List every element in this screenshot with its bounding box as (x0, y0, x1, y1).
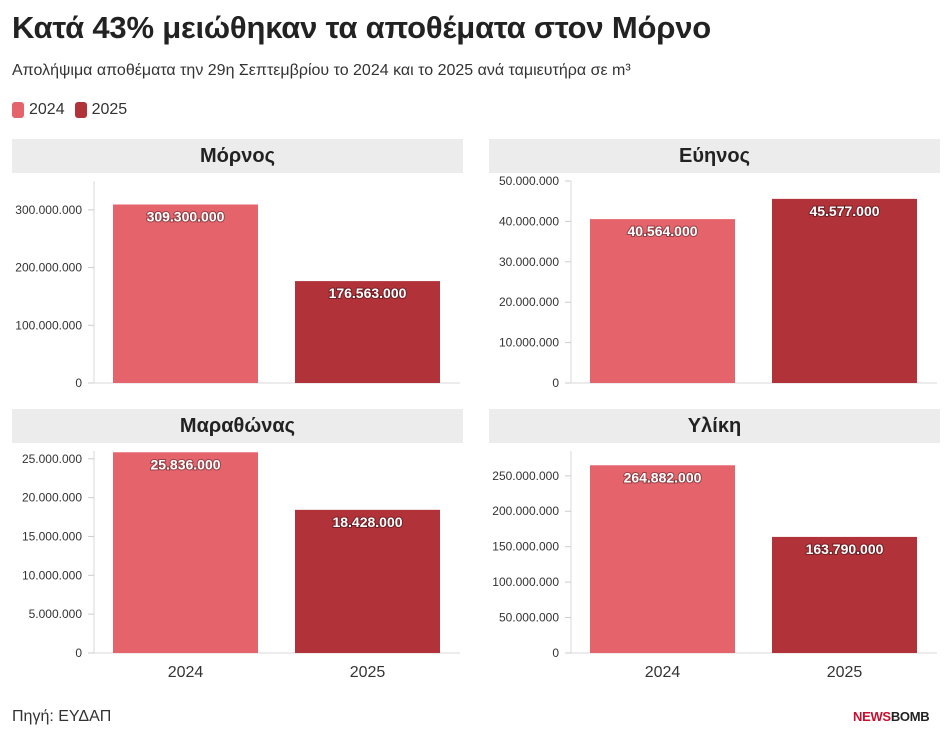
chart-title: Κατά 43% μειώθηκαν τα αποθέματα στον Μόρ… (12, 10, 711, 45)
panel-title-yliki: Υλίκη (489, 409, 940, 443)
legend-item-2025: 2025 (74, 101, 128, 119)
bar-mornos-2025 (295, 281, 440, 383)
y-tick-label-evinos-1: 10.000.000 (499, 336, 559, 350)
y-tick-label-marathonas-4: 20.000.000 (22, 491, 82, 505)
y-tick-label-yliki-3: 150.000.000 (492, 540, 559, 554)
y-tick-label-yliki-4: 200.000.000 (492, 504, 559, 518)
chart-subtitle: Απολήψιμα αποθέματα την 29η Σεπτεμβρίου … (12, 62, 631, 79)
y-tick-label-yliki-2: 100.000.000 (492, 575, 559, 589)
legend-swatch-2025 (74, 102, 87, 118)
chart-evinos: 0 10.000.000 20.000.000 30.000.000 40.000.00… (499, 174, 937, 390)
y-tick-label-marathonas-0: 0 (75, 646, 82, 660)
bar-value-label-yliki-2025: 163.790.000 (806, 541, 884, 557)
panel-title-evinos: Εύηνος (489, 139, 940, 173)
panel-yliki: Υλίκη 0 50.000.000 100.000.000 150.000.000 2… (489, 409, 940, 699)
chart-yliki: 0 50.000.000 100.000.000 150.000.000 200.000… (492, 451, 937, 681)
chart-mornos: 0 100.000.000 200.000.000 300.000.000 309.30… (15, 181, 460, 390)
bar-value-label-mornos-2024: 309.300.000 (147, 208, 225, 224)
y-tick-label-evinos-2: 20.000.000 (499, 295, 559, 309)
y-tick-label-evinos-0: 0 (552, 376, 559, 390)
x-tick-label-marathonas-2024: 2024 (168, 664, 204, 681)
bar-value-label-mornos-2025: 176.563.000 (329, 285, 407, 301)
x-tick-label-yliki-2024: 2024 (645, 664, 681, 681)
y-tick-label-mornos-3: 300.000.000 (15, 203, 82, 217)
legend-item-2024: 2024 (12, 101, 65, 119)
chart-marathonas: 0 5.000.000 10.000.000 15.000.000 20.000.000… (22, 451, 460, 681)
y-tick-label-evinos-5: 50.000.000 (499, 174, 559, 188)
bar-marathonas-2025 (295, 509, 440, 653)
y-tick-label-yliki-5: 250.000.000 (492, 469, 559, 483)
y-tick-label-marathonas-5: 25.000.000 (22, 452, 82, 466)
panel-mornos: Μόρνος 0 100.000.000 200.000.000 300.000.00… (12, 139, 463, 399)
panel-marathonas: Μαραθώνας 0 5.000.000 10.000.000 15.000.000… (12, 409, 463, 699)
bar-marathonas-2024 (113, 452, 258, 653)
bar-mornos-2024 (113, 204, 258, 383)
logo-part-news: NEWS (853, 709, 891, 724)
legend: 2024 2025 (12, 101, 137, 119)
y-tick-label-mornos-0: 0 (75, 376, 82, 390)
y-tick-label-marathonas-2: 10.000.000 (22, 568, 82, 582)
newsbomb-logo: NEWSBOMB (853, 709, 930, 724)
bar-evinos-2024 (590, 219, 735, 383)
legend-label-2024: 2024 (29, 101, 65, 118)
bar-value-label-evinos-2024: 40.564.000 (627, 223, 697, 239)
legend-swatch-2024 (12, 102, 24, 118)
legend-label-2025: 2025 (91, 101, 128, 118)
y-tick-label-mornos-1: 100.000.000 (15, 318, 82, 332)
y-tick-label-evinos-3: 30.000.000 (499, 255, 559, 269)
x-tick-label-marathonas-2025: 2025 (350, 664, 386, 681)
y-tick-label-evinos-4: 40.000.000 (499, 214, 559, 228)
bar-value-label-marathonas-2024: 25.836.000 (150, 456, 220, 472)
y-tick-label-marathonas-1: 5.000.000 (29, 607, 83, 621)
y-tick-label-yliki-1: 50.000.000 (499, 611, 559, 625)
bar-evinos-2025 (772, 198, 917, 383)
bar-yliki-2024 (590, 465, 735, 653)
bar-value-label-evinos-2025: 45.577.000 (809, 203, 879, 219)
source-note: Πηγή: ΕΥΔΑΠ (12, 708, 112, 725)
y-tick-label-mornos-2: 200.000.000 (15, 261, 82, 275)
x-tick-label-yliki-2025: 2025 (827, 664, 863, 681)
panel-evinos: Εύηνος 0 10.000.000 20.000.000 30.000.000 40… (489, 139, 940, 399)
logo-part-bomb: BOMB (890, 709, 930, 724)
bar-value-label-marathonas-2025: 18.428.000 (332, 514, 402, 530)
bar-value-label-yliki-2024: 264.882.000 (624, 469, 702, 485)
y-tick-label-yliki-0: 0 (552, 646, 559, 660)
bar-yliki-2025 (772, 536, 917, 653)
panel-title-marathonas: Μαραθώνας (12, 409, 463, 443)
y-tick-label-marathonas-3: 15.000.000 (22, 529, 82, 543)
panel-title-mornos: Μόρνος (12, 139, 463, 173)
